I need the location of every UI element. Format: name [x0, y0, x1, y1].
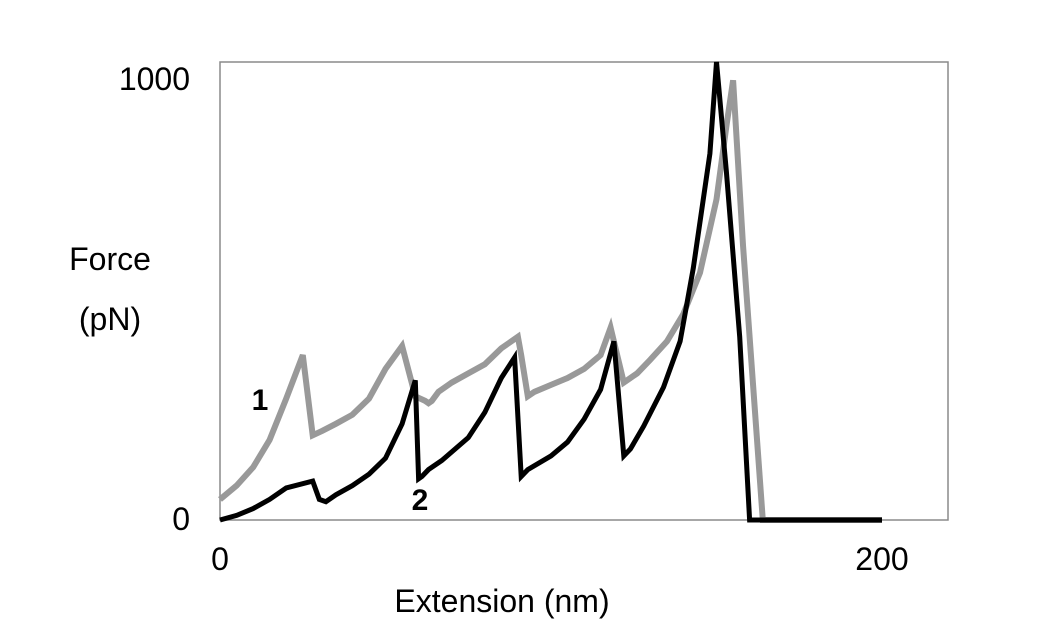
y-axis-title-line1: Force — [69, 241, 151, 277]
x-tick-label-min: 0 — [211, 541, 229, 577]
y-tick-label-min: 0 — [172, 501, 190, 537]
x-tick-label-max: 200 — [855, 541, 908, 577]
series-label-1: 1 — [252, 384, 269, 417]
series-line-1 — [218, 79, 882, 523]
y-tick-label-max: 1000 — [119, 61, 190, 97]
y-axis-title-line2: (pN) — [79, 301, 141, 337]
plot-area-frame — [219, 61, 949, 521]
series-line-2 — [219, 61, 882, 523]
x-axis-title: Extension (nm) — [394, 583, 609, 619]
series-label-2: 2 — [412, 484, 429, 517]
series-layer — [218, 61, 882, 523]
